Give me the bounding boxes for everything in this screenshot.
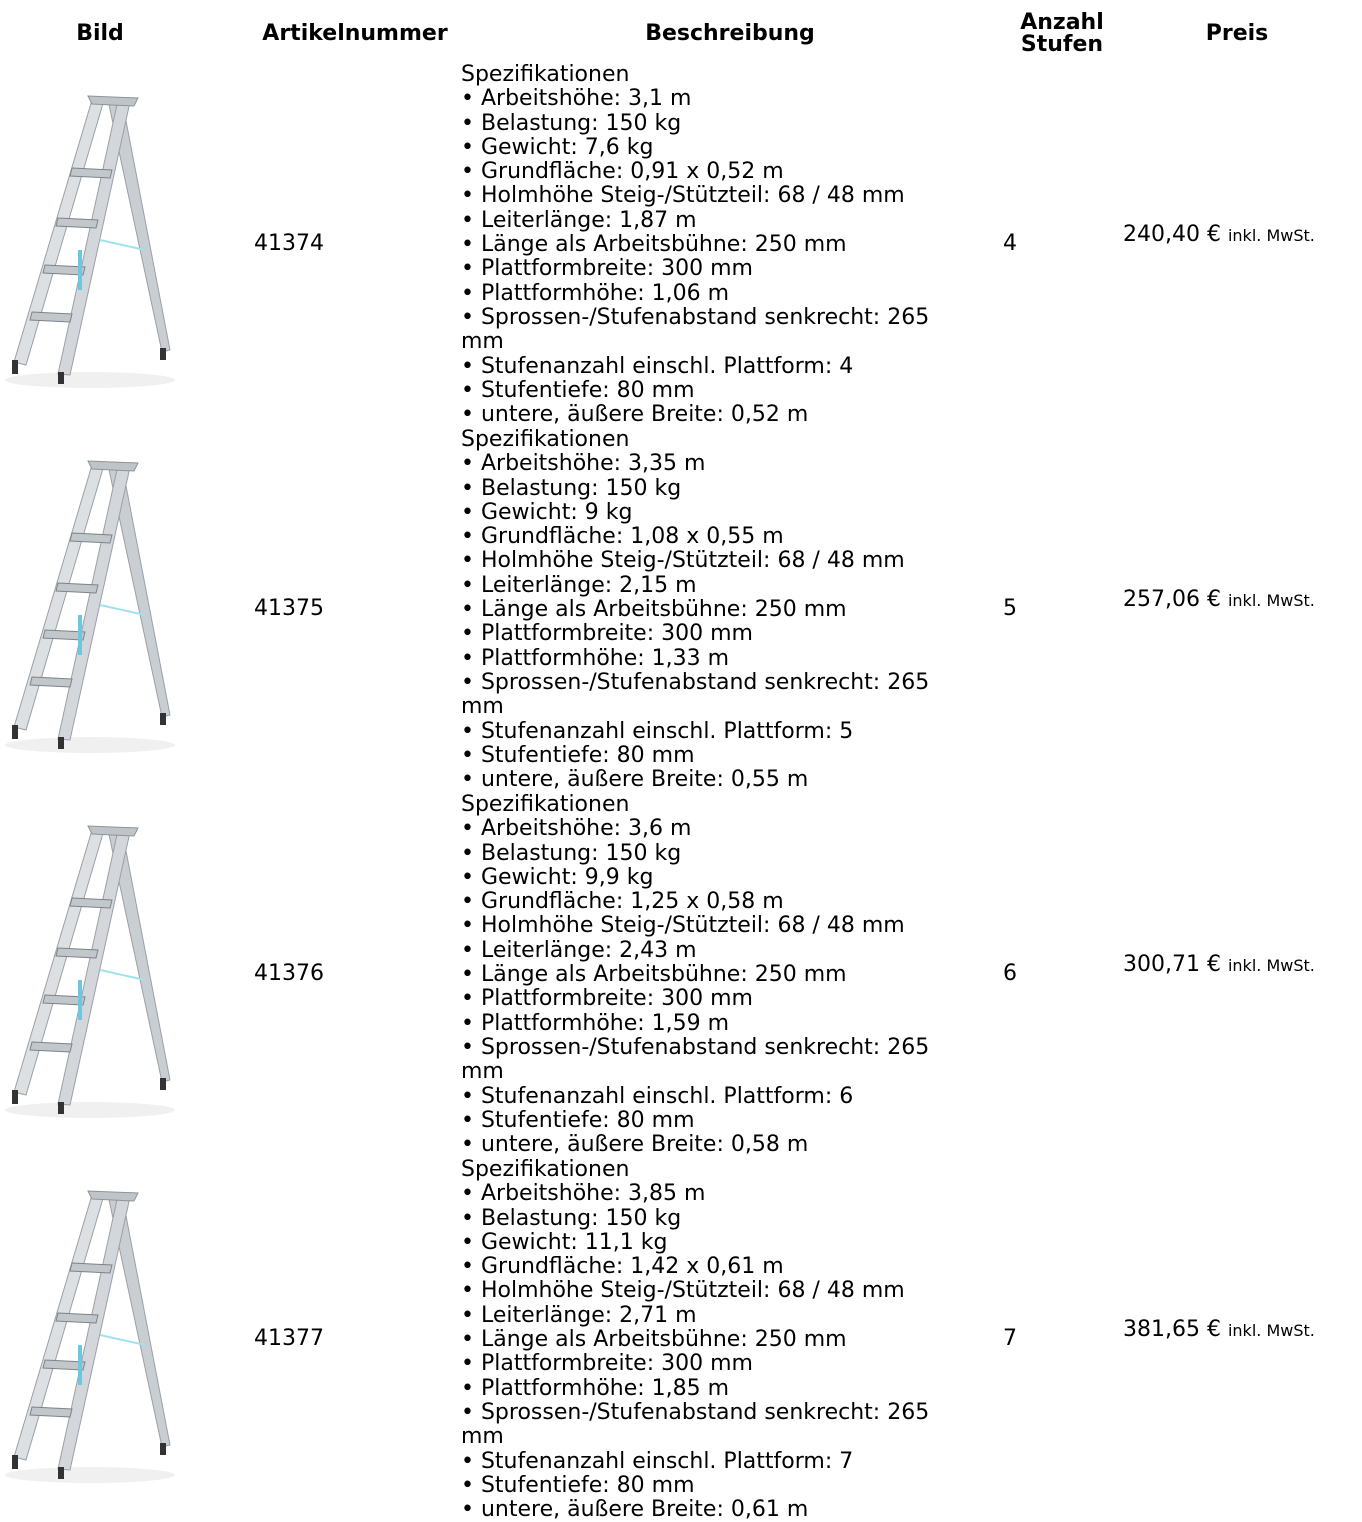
spec-item: • Holmhöhe Steig-/Stützteil: 68 / 48 mm [461, 1278, 905, 1304]
spec-item: • Holmhöhe Steig-/Stützteil: 68 / 48 mm [461, 183, 905, 209]
price: 381,65 € inkl. MwSt. [1123, 1317, 1315, 1342]
price-value: 257,06 € [1123, 586, 1221, 612]
spec-item: • Grundfläche: 0,91 x 0,52 m [461, 159, 784, 185]
spec-item: • Sprossen-/Stufenabstand senkrecht: 265… [461, 1034, 930, 1085]
spec-item: • Stufenanzahl einschl. Plattform: 5 [461, 718, 854, 744]
spec-item: • Belastung: 150 kg [461, 110, 682, 136]
description: Spezifikationen • Arbeitshöhe: 3,6 m • Bel… [461, 792, 976, 1158]
article-number: 41374 [254, 230, 324, 256]
article-number: 41375 [254, 595, 324, 621]
spec-heading: Spezifikationen [461, 792, 630, 817]
product-image [4, 460, 176, 754]
spec-item: • Plattformhöhe: 1,85 m [461, 1375, 730, 1401]
spec-item: • Stufenanzahl einschl. Plattform: 6 [461, 1083, 854, 1109]
spec-heading: Spezifikationen [461, 1157, 630, 1182]
spec-item: • Plattformbreite: 300 mm [461, 1351, 753, 1377]
price: 257,06 € inkl. MwSt. [1123, 587, 1315, 612]
spec-item: • Stufentiefe: 80 mm [461, 742, 695, 768]
price: 300,71 € inkl. MwSt. [1123, 952, 1315, 977]
article-number: 41377 [254, 1325, 324, 1351]
spec-item: • Sprossen-/Stufenabstand senkrecht: 265… [461, 304, 930, 355]
price-note: inkl. MwSt. [1227, 955, 1315, 975]
steps: 6 [1003, 960, 1017, 986]
spec-item: • Stufentiefe: 80 mm [461, 377, 695, 403]
spec-item: • Stufentiefe: 80 mm [461, 1472, 695, 1498]
price-note: inkl. MwSt. [1227, 225, 1315, 245]
product-image [4, 95, 176, 389]
spec-item: • Leiterlänge: 2,71 m [461, 1302, 697, 1328]
spec-item: • Belastung: 150 kg [461, 1205, 682, 1231]
price-value: 300,71 € [1123, 951, 1221, 977]
spec-item: • untere, äußere Breite: 0,52 m [461, 402, 809, 428]
spec-heading: Spezifikationen [461, 427, 630, 452]
spec-item: • Stufentiefe: 80 mm [461, 1107, 695, 1133]
spec-item: • Holmhöhe Steig-/Stützteil: 68 / 48 mm [461, 548, 905, 574]
spec-item: • Gewicht: 11,1 kg [461, 1229, 668, 1255]
spec-item: • Plattformhöhe: 1,59 m [461, 1010, 730, 1036]
product-image [4, 825, 176, 1119]
spec-item: • Grundfläche: 1,42 x 0,61 m [461, 1254, 784, 1280]
spec-item: • Arbeitshöhe: 3,6 m [461, 816, 692, 842]
spec-item: • Gewicht: 9,9 kg [461, 864, 654, 890]
spec-item: • Länge als Arbeitsbühne: 250 mm [461, 962, 847, 988]
spec-item: • Leiterlänge: 2,43 m [461, 937, 697, 963]
header-description: Beschreibung [645, 21, 815, 46]
spec-item: • Plattformbreite: 300 mm [461, 256, 753, 282]
spec-item: • Belastung: 150 kg [461, 840, 682, 866]
spec-item: • Grundfläche: 1,08 x 0,55 m [461, 524, 784, 550]
spec-item: • Gewicht: 7,6 kg [461, 134, 654, 160]
spec-item: • Sprossen-/Stufenabstand senkrecht: 265… [461, 1399, 930, 1450]
spec-item: • Plattformbreite: 300 mm [461, 621, 753, 647]
spec-item: • Leiterlänge: 2,15 m [461, 572, 697, 598]
spec-item: • Länge als Arbeitsbühne: 250 mm [461, 597, 847, 623]
header-article: Artikelnummer [262, 21, 448, 46]
price-note: inkl. MwSt. [1227, 1320, 1315, 1340]
steps: 4 [1003, 230, 1017, 256]
spec-item: • Plattformhöhe: 1,33 m [461, 645, 730, 671]
spec-item: • Arbeitshöhe: 3,1 m [461, 86, 692, 112]
spec-item: • Arbeitshöhe: 3,35 m [461, 451, 706, 477]
spec-item: • Stufenanzahl einschl. Plattform: 7 [461, 1448, 854, 1474]
article-number: 41376 [254, 960, 324, 986]
header-price: Preis [1205, 21, 1269, 46]
price-value: 381,65 € [1123, 1316, 1221, 1342]
spec-item: • Plattformbreite: 300 mm [461, 986, 753, 1012]
spec-item: • Holmhöhe Steig-/Stützteil: 68 / 48 mm [461, 913, 905, 939]
spec-item: • Gewicht: 9 kg [461, 499, 633, 525]
spec-item: • untere, äußere Breite: 0,58 m [461, 1132, 809, 1158]
steps: 5 [1003, 595, 1017, 621]
description: Spezifikationen • Arbeitshöhe: 3,85 m • Be… [461, 1157, 976, 1522]
spec-item: • Belastung: 150 kg [461, 475, 682, 501]
description: Spezifikationen • Arbeitshöhe: 3,1 m • Bel… [461, 62, 976, 428]
spec-item: • untere, äußere Breite: 0,61 m [461, 1497, 809, 1522]
spec-heading: Spezifikationen [461, 62, 630, 87]
spec-item: • Stufenanzahl einschl. Plattform: 4 [461, 353, 854, 379]
spec-item: • untere, äußere Breite: 0,55 m [461, 767, 809, 793]
spec-item: • Länge als Arbeitsbühne: 250 mm [461, 1327, 847, 1353]
price: 240,40 € inkl. MwSt. [1123, 222, 1315, 247]
price-note: inkl. MwSt. [1227, 590, 1315, 610]
price-value: 240,40 € [1123, 221, 1221, 247]
description: Spezifikationen • Arbeitshöhe: 3,35 m • Be… [461, 427, 976, 793]
spec-item: • Arbeitshöhe: 3,85 m [461, 1181, 706, 1207]
header-image: Bild [76, 21, 124, 46]
steps: 7 [1003, 1325, 1017, 1351]
product-image [4, 1190, 176, 1484]
spec-item: • Länge als Arbeitsbühne: 250 mm [461, 232, 847, 258]
spec-item: • Sprossen-/Stufenabstand senkrecht: 265… [461, 669, 930, 720]
spec-item: • Leiterlänge: 1,87 m [461, 207, 697, 233]
header-steps: Anzahl Stufen [1020, 10, 1104, 57]
spec-item: • Plattformhöhe: 1,06 m [461, 280, 730, 306]
spec-item: • Grundfläche: 1,25 x 0,58 m [461, 889, 784, 915]
